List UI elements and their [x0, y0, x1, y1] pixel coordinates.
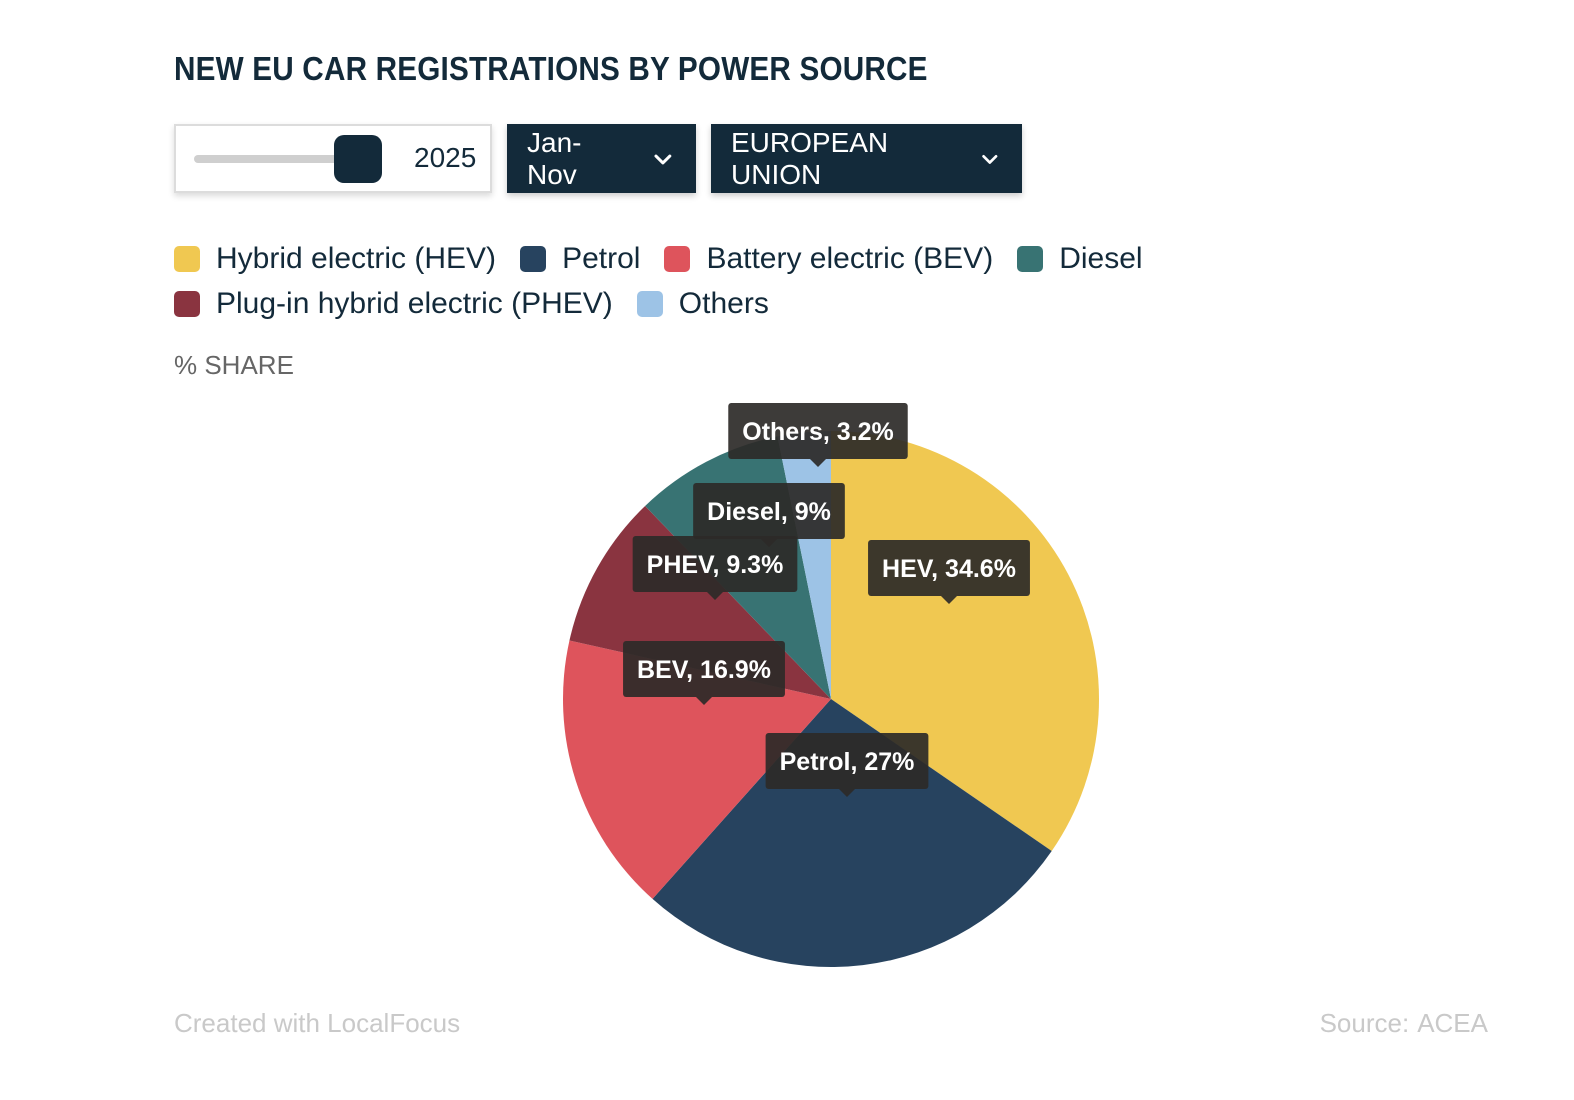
data-label-box — [868, 540, 1030, 596]
region-dropdown[interactable]: EUROPEAN UNION — [711, 124, 1022, 193]
chart-title: NEW EU CAR REGISTRATIONS BY POWER SOURCE — [174, 50, 928, 87]
data-label-text: Others, 3.2% — [742, 418, 893, 446]
legend-item-petrol[interactable]: Petrol — [520, 242, 640, 276]
data-label-phev: PHEV, 9.3% — [632, 536, 798, 600]
period-dropdown[interactable]: Jan-Nov — [507, 124, 696, 193]
data-label-box — [693, 483, 845, 539]
pie-slice-hev[interactable] — [831, 431, 1100, 852]
data-label-pointer — [810, 459, 826, 467]
data-label-text: Petrol, 27% — [780, 748, 915, 776]
legend-item-diesel[interactable]: Diesel — [1017, 241, 1143, 276]
data-label-bev: BEV, 16.9% — [623, 641, 785, 705]
legend-swatch — [636, 290, 663, 317]
data-label-others: Others, 3.2% — [728, 403, 908, 467]
pie-chart: HEV, 34.6% Petrol, 27% BEV, 16.9% PHEV, 9.3… — [562, 403, 1100, 968]
data-label-text: BEV, 16.9% — [637, 656, 771, 684]
data-label-diesel: Diesel, 9% — [693, 483, 845, 547]
data-label-pointer — [941, 596, 957, 604]
year-value: 2025 — [414, 142, 477, 173]
data-label-box — [623, 641, 785, 697]
year-slider-track[interactable] — [194, 155, 374, 163]
data-label-pointer — [707, 592, 723, 600]
axis-label: % SHARE — [174, 350, 294, 380]
legend-item-bev[interactable]: Battery electric (BEV) — [664, 242, 993, 276]
year-slider-thumb[interactable] — [334, 135, 382, 183]
legend-item-phev[interactable]: Plug-in hybrid electric (PHEV) — [174, 287, 613, 321]
period-dropdown-label: Jan-Nov — [527, 126, 582, 190]
source-value[interactable]: ACEA — [1417, 1008, 1488, 1038]
created-with-credit[interactable]: Created with LocalFocus — [174, 1008, 461, 1038]
legend-label: Battery electric (BEV) — [706, 241, 994, 275]
legend-swatch — [174, 290, 200, 317]
data-label-text: HEV, 34.6% — [882, 555, 1016, 583]
region-dropdown-label: EUROPEAN UNION — [731, 126, 889, 190]
year-slider[interactable]: 2025 — [174, 124, 492, 193]
pie-slice-bev[interactable] — [562, 640, 831, 899]
legend-row: Hybrid electric (HEV) Petrol Battery ele… — [174, 236, 1174, 281]
legend-item-hev[interactable]: Hybrid electric (HEV) — [174, 242, 496, 276]
chevron-down-icon — [982, 154, 998, 164]
source-credit: Source: ACEA — [1320, 1008, 1488, 1039]
chevron-down-icon — [654, 154, 672, 164]
legend-swatch — [664, 245, 691, 272]
legend-item-others[interactable]: Others — [636, 286, 769, 321]
legend-swatch — [520, 245, 547, 272]
data-label-text: PHEV, 9.3% — [647, 551, 784, 579]
legend-label: Hybrid electric (HEV) — [216, 241, 497, 275]
data-label-pointer — [696, 697, 712, 705]
legend-label: Others — [678, 286, 769, 320]
legend-row: Plug-in hybrid electric (PHEV) Others — [174, 281, 1174, 326]
data-label-box — [728, 403, 908, 459]
data-label-text: Diesel, 9% — [707, 498, 831, 526]
source-label: Source: — [1319, 1008, 1410, 1038]
data-label-box — [632, 536, 798, 592]
controls-bar: 2025 Jan-Nov EUROPEAN UNION — [174, 124, 1022, 193]
legend-swatch — [174, 245, 200, 272]
data-label-pointer — [761, 539, 777, 547]
data-label-petrol: Petrol, 27% — [765, 733, 929, 797]
chart-legend: Hybrid electric (HEV) Petrol Battery ele… — [174, 236, 1174, 326]
pie-slice-petrol[interactable] — [652, 699, 1052, 968]
legend-label: Diesel — [1059, 241, 1143, 275]
legend-swatch — [1017, 245, 1044, 272]
data-label-box — [765, 733, 929, 789]
data-label-hev: HEV, 34.6% — [868, 540, 1030, 604]
data-label-pointer — [839, 789, 855, 797]
legend-label: Plug-in hybrid electric (PHEV) — [216, 286, 613, 320]
legend-label: Petrol — [562, 241, 641, 275]
